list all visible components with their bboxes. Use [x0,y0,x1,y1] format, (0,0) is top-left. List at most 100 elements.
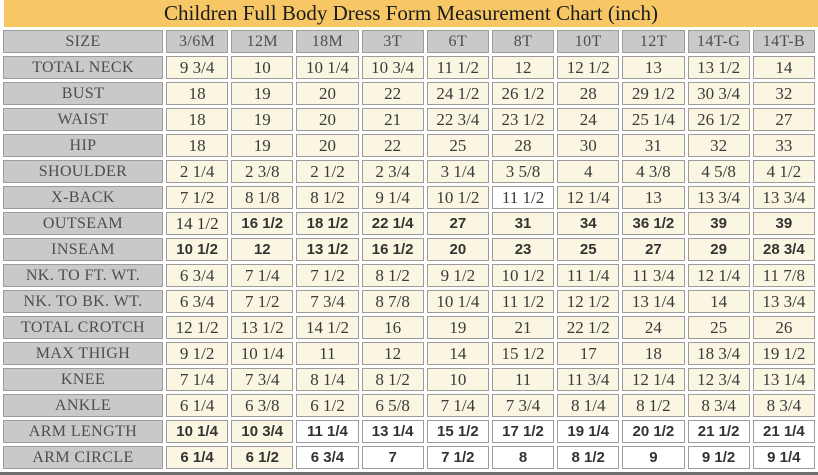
data-cell: 13 3/4 [752,290,815,313]
data-cell: 39 [752,212,815,235]
data-cell: 4 5/8 [687,160,750,183]
data-cell: 23 [491,238,555,261]
data-cell: 29 [687,238,750,261]
data-cell: 2 1/2 [296,160,359,183]
data-cell: 26 [752,316,815,339]
row-label: ANKLE [3,394,163,417]
header-cell: SIZE [3,30,163,53]
data-cell: 9 1/2 [687,446,750,469]
header-cell: 10T [557,30,620,53]
data-cell: 7 1/4 [426,394,489,417]
data-cell: 2 1/4 [166,160,229,183]
data-cell: 21 1/4 [752,420,815,443]
data-cell: 11 [491,368,555,391]
row-label: MAX THIGH [3,342,163,365]
data-cell: 39 [687,212,750,235]
table-row: OUTSEAM 14 1/2 16 1/2 18 1/2 22 1/4 27 31 34 36 … [3,212,815,235]
data-cell: 10 [426,368,489,391]
data-cell: 18 [166,134,229,157]
table-row: WAIST 18 19 20 21 22 3/4 23 1/2 24 25 1/4 26 1/2 2… [3,108,815,131]
data-cell: 30 [557,134,620,157]
data-cell: 18 1/2 [296,212,359,235]
data-cell: 14 1/2 [166,212,229,235]
data-cell: 12 3/4 [687,368,750,391]
data-cell: 12 [231,238,294,261]
row-label: INSEAM [3,238,163,261]
data-cell: 8 1/2 [361,264,424,287]
data-cell: 9 1/2 [426,264,489,287]
table-row: INSEAM 10 1/2 12 13 1/2 16 1/2 20 23 25 27 29 28 3… [3,238,815,261]
data-cell: 7 3/4 [231,368,294,391]
data-cell: 26 1/2 [687,108,750,131]
header-cell: 18M [296,30,359,53]
header-cell: 3T [361,30,424,53]
table-row: ANKLE 6 1/4 6 3/8 6 1/2 6 5/8 7 1/4 7 3/4 8 1/4… [3,394,815,417]
data-cell: 7 1/4 [231,264,294,287]
data-cell: 6 5/8 [361,394,424,417]
data-cell: 6 1/4 [166,394,229,417]
data-cell: 25 [557,238,620,261]
data-cell: 20 [296,82,359,105]
data-cell: 12 [361,342,424,365]
header-cell: 6T [426,30,489,53]
row-label: ARM CIRCLE [3,446,163,469]
data-cell: 19 [426,316,489,339]
row-label: NK. TO BK. WT. [3,290,163,313]
data-cell: 30 3/4 [687,82,750,105]
data-cell: 12 1/4 [687,264,750,287]
data-cell: 11 1/2 [491,186,555,209]
data-cell: 4 1/2 [752,160,815,183]
data-cell: 8 1/4 [296,368,359,391]
row-label: NK. TO FT. WT. [3,264,163,287]
data-cell: 14 1/2 [296,316,359,339]
data-cell: 19 [231,134,294,157]
data-cell: 13 1/4 [361,420,424,443]
data-cell: 8 [491,446,555,469]
data-cell: 28 [491,134,555,157]
data-cell: 34 [557,212,620,235]
data-cell: 11 3/4 [557,368,620,391]
data-cell: 13 1/4 [752,368,815,391]
data-cell: 8 3/4 [687,394,750,417]
data-cell: 10 [231,56,294,79]
data-cell: 24 1/2 [426,82,489,105]
data-cell: 19 [231,82,294,105]
data-cell: 8 1/2 [557,446,620,469]
data-cell: 6 3/8 [231,394,294,417]
data-cell: 13 [622,56,685,79]
data-cell: 9 1/4 [752,446,815,469]
data-cell: 2 3/4 [361,160,424,183]
data-cell: 3 1/4 [426,160,489,183]
data-cell: 28 3/4 [752,238,815,261]
data-cell: 32 [752,82,815,105]
data-cell: 8 1/4 [557,394,620,417]
data-cell: 22 1/2 [557,316,620,339]
data-cell: 6 1/2 [296,394,359,417]
header-cell: 12M [231,30,294,53]
data-cell: 21 [361,108,424,131]
data-cell: 20 1/2 [622,420,685,443]
data-cell: 33 [752,134,815,157]
data-cell: 32 [687,134,750,157]
data-cell: 16 1/2 [361,238,424,261]
header-cell: 14T-G [687,30,750,53]
data-cell: 13 1/2 [296,238,359,261]
data-cell: 18 3/4 [687,342,750,365]
data-cell: 13 3/4 [687,186,750,209]
table-row: SHOULDER 2 1/4 2 3/8 2 1/2 2 3/4 3 1/4 3 5/8 4 4… [3,160,815,183]
data-cell: 6 1/2 [231,446,294,469]
table-row: ARM LENGTH 10 1/4 10 3/4 11 1/4 13 1/4 15 1/2… [3,420,815,443]
table-row: MAX THIGH 9 1/2 10 1/4 11 12 14 15 1/2 17 18 18 3… [3,342,815,365]
data-cell: 13 1/2 [687,56,750,79]
data-cell: 7 3/4 [491,394,555,417]
data-cell: 8 7/8 [361,290,424,313]
data-cell: 8 1/2 [622,394,685,417]
data-cell: 18 [622,342,685,365]
data-cell: 11 3/4 [622,264,685,287]
data-cell: 8 3/4 [752,394,815,417]
data-cell: 20 [426,238,489,261]
data-cell: 14 [752,56,815,79]
data-cell: 27 [622,238,685,261]
table-row: NK. TO FT. WT. 6 3/4 7 1/4 7 1/2 8 1/2 9 1/2 1… [3,264,815,287]
data-cell: 12 1/4 [557,186,620,209]
